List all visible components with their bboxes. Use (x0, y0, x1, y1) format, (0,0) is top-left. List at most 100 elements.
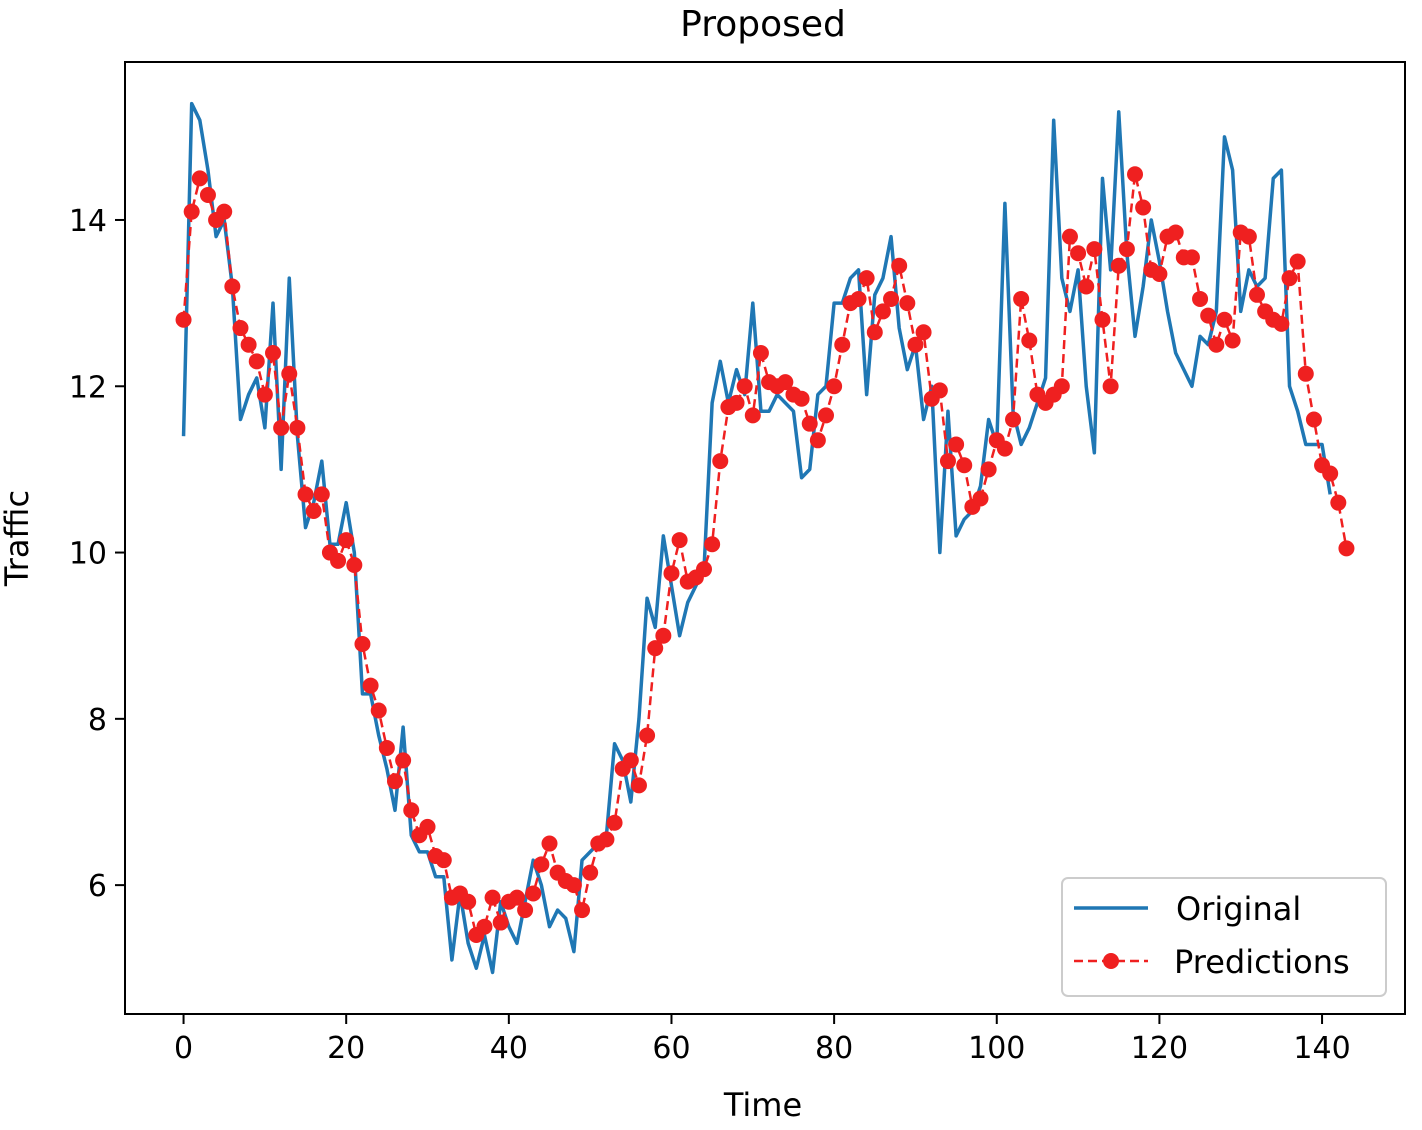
prediction-point (533, 856, 550, 873)
prediction-point (224, 278, 241, 295)
prediction-point (362, 677, 379, 694)
prediction-point (744, 407, 761, 424)
y-axis-label: Traffic (0, 490, 36, 587)
prediction-point (460, 893, 477, 910)
prediction-point (1110, 257, 1127, 274)
prediction-point (183, 203, 200, 220)
prediction-point (809, 432, 826, 449)
x-tick-label: 100 (968, 1031, 1025, 1066)
prediction-point (1281, 270, 1298, 287)
prediction-point (891, 257, 908, 274)
prediction-point (793, 390, 810, 407)
y-tick-label: 8 (88, 703, 107, 738)
prediction-point (655, 627, 672, 644)
prediction-point (1208, 336, 1225, 353)
prediction-point (582, 864, 599, 881)
prediction-point (1338, 540, 1355, 557)
prediction-point (492, 914, 509, 931)
prediction-point (256, 386, 273, 403)
prediction-point (777, 374, 794, 391)
x-tick-label: 140 (1293, 1031, 1350, 1066)
prediction-point (1289, 253, 1306, 270)
prediction-point (826, 378, 843, 395)
prediction-point (1061, 228, 1078, 245)
prediction-point (289, 419, 306, 436)
prediction-point (191, 170, 208, 187)
prediction-point (907, 336, 924, 353)
prediction-point (1322, 465, 1339, 482)
prediction-point (574, 902, 591, 919)
prediction-point (1118, 241, 1135, 258)
x-axis-label: Time (723, 1086, 802, 1124)
prediction-point (647, 640, 664, 657)
prediction-point (1273, 315, 1290, 332)
prediction-point (883, 290, 900, 307)
prediction-point (1167, 224, 1184, 241)
prediction-point (305, 502, 322, 519)
prediction-point (346, 557, 363, 574)
prediction-point (1135, 199, 1152, 216)
prediction-point (435, 852, 452, 869)
legend-predictions-marker (1103, 953, 1119, 969)
y-tick-label: 10 (69, 537, 107, 572)
prediction-point (1053, 378, 1070, 395)
prediction-point (874, 303, 891, 320)
prediction-point (728, 394, 745, 411)
prediction-point (956, 457, 973, 474)
prediction-point (265, 345, 282, 361)
prediction-point (1297, 365, 1314, 382)
prediction-point (1200, 307, 1217, 324)
prediction-point (996, 440, 1013, 457)
x-tick-label: 120 (1131, 1031, 1188, 1066)
prediction-point (175, 311, 192, 328)
prediction-point (598, 831, 615, 848)
prediction-point (931, 382, 948, 399)
prediction-point (386, 773, 403, 790)
y-tick-label: 6 (88, 869, 107, 904)
prediction-point (395, 752, 412, 769)
prediction-point (1216, 311, 1233, 328)
prediction-point (525, 885, 542, 902)
x-tick-label: 20 (327, 1031, 365, 1066)
prediction-point (1086, 241, 1103, 258)
prediction-point (508, 889, 525, 906)
prediction-point (663, 565, 680, 582)
prediction-point (1183, 249, 1200, 266)
prediction-point (248, 353, 265, 370)
prediction-point (939, 453, 956, 470)
y-axis: 6 8 10 12 14 (69, 204, 125, 904)
x-tick-label: 0 (174, 1031, 193, 1066)
prediction-point (1021, 332, 1038, 349)
prediction-point (1078, 278, 1095, 295)
prediction-point (484, 889, 501, 906)
prediction-point (370, 702, 387, 719)
series-layer (175, 101, 1355, 975)
prediction-point (1070, 245, 1087, 262)
prediction-point (622, 752, 639, 769)
prediction-point (1240, 228, 1257, 245)
prediction-point (915, 324, 932, 341)
prediction-point (216, 203, 233, 220)
prediction-point (866, 324, 883, 341)
prediction-point (565, 877, 582, 894)
prediction-point (948, 436, 965, 453)
prediction-point (232, 320, 249, 337)
prediction-point (1127, 166, 1144, 183)
prediction-point (1305, 411, 1322, 428)
y-tick-label: 14 (69, 204, 107, 239)
prediction-point (297, 486, 314, 503)
prediction-point (712, 453, 729, 470)
prediction-point (1094, 311, 1111, 328)
prediction-point (1192, 290, 1209, 307)
prediction-point (1248, 286, 1265, 303)
plot-area (125, 62, 1405, 1014)
chart-title: Proposed (680, 4, 846, 45)
prediction-point (850, 290, 867, 307)
prediction-point (1224, 332, 1241, 349)
prediction-point (630, 777, 647, 794)
prediction-point (899, 295, 916, 312)
prediction-point (1102, 378, 1119, 395)
prediction-point (980, 461, 997, 478)
prediction-point (606, 814, 623, 831)
prediction-point (1330, 494, 1347, 511)
